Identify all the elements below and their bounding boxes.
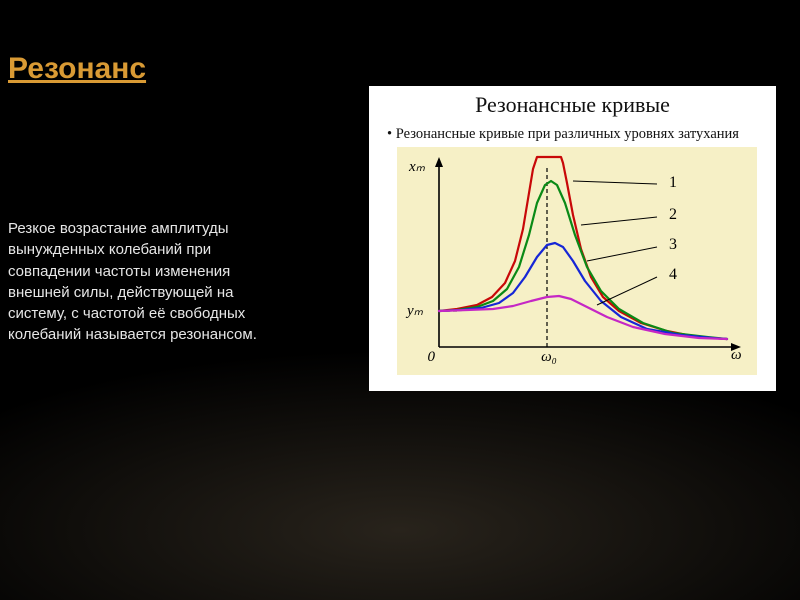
svg-text:1: 1: [669, 174, 677, 191]
panel-subtitle: Резонансные кривые при различных уровнях…: [387, 126, 766, 143]
chart-panel: Резонансные кривые Резонансные кривые пр…: [369, 86, 776, 391]
svg-text:4: 4: [669, 266, 677, 283]
svg-text:ω: ω: [731, 347, 742, 363]
svg-text:xₘ: xₘ: [408, 159, 426, 175]
svg-text:ω₀: ω₀: [541, 349, 557, 365]
resonance-chart: 1 2 3 4 xₘ ω 0 ω₀ yₘ: [397, 147, 757, 377]
svg-text:yₘ: yₘ: [405, 303, 424, 319]
svg-text:0: 0: [428, 349, 436, 365]
panel-title: Резонансные кривые: [379, 92, 766, 118]
chart-svg: 1 2 3 4 xₘ ω 0 ω₀ yₘ: [397, 147, 757, 375]
svg-text:2: 2: [669, 206, 677, 223]
slide-title: Резонанс: [8, 52, 146, 86]
svg-text:3: 3: [669, 236, 677, 253]
slide-description: Резкое возрастание амплитуды вынужденных…: [8, 218, 293, 346]
